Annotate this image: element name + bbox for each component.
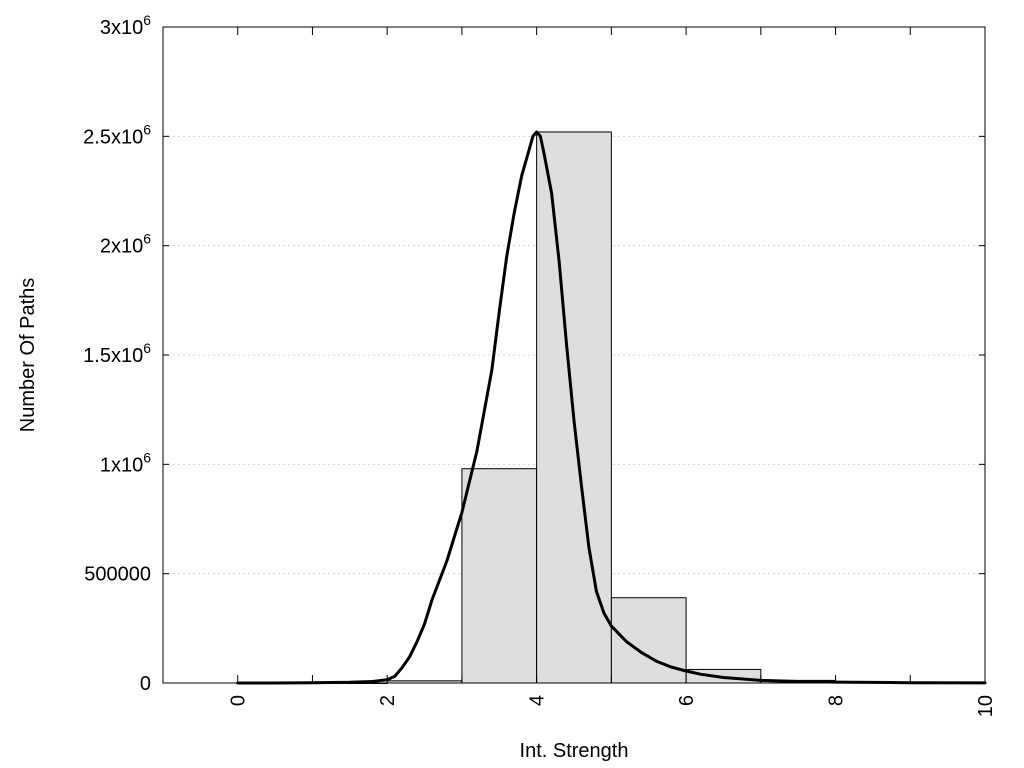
y-axis: 0 500000 1x106 1.5x106 2x106 2.5x106 3x106: [83, 12, 985, 695]
y-tick-label: 3x106: [100, 12, 151, 39]
fit-curve-layer: [236, 130, 987, 685]
x-tick-label: 4: [527, 695, 549, 706]
x-tick-label: 6: [676, 695, 698, 706]
y-tick-label: 1x106: [100, 449, 151, 476]
x-tick-label: 0: [228, 695, 250, 706]
x-tick-label: 2: [377, 695, 399, 706]
y-tick-label: 2x106: [100, 231, 151, 258]
x-axis: 0 2 4 6 8 10: [228, 27, 997, 717]
y-tick-label: 2.5x106: [83, 121, 151, 148]
x-tick-label: 8: [826, 695, 848, 706]
y-tick-label: 1.5x106: [83, 340, 151, 367]
bars: [237, 131, 986, 684]
histogram-bar: [461, 468, 538, 684]
fit-curve: [236, 130, 987, 685]
y-axis-title: Number Of Paths: [17, 278, 39, 433]
histogram-bar: [610, 597, 687, 684]
y-tick-label: 500000: [84, 564, 151, 586]
x-axis-title: Int. Strength: [520, 740, 629, 762]
y-tick-label: 0: [140, 673, 151, 695]
x-tick-label: 10: [975, 695, 997, 717]
